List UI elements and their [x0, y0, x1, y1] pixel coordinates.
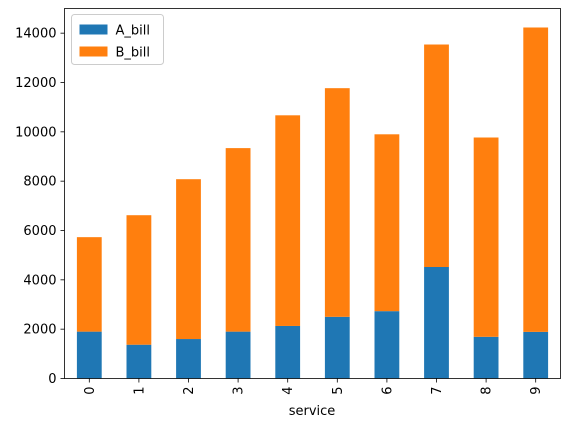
bars-layer	[76, 27, 549, 379]
x-tick-label: 0	[83, 387, 98, 395]
bar-B_bill-7	[424, 44, 449, 268]
bar-A_bill-7	[424, 267, 449, 379]
bar-B_bill-4	[275, 115, 301, 326]
bar-B_bill-3	[225, 148, 251, 332]
y-tick-label: 12000	[15, 76, 56, 91]
x-tick-label: 3	[232, 387, 247, 395]
bar-B_bill-0	[76, 237, 102, 332]
bar-A_bill-6	[374, 311, 400, 379]
legend-label-B_bill: B_bill	[116, 46, 151, 61]
y-tick-label: 6000	[23, 224, 56, 239]
bar-A_bill-8	[473, 336, 499, 379]
legend: A_bill B_bill	[71, 14, 164, 65]
x-tick-label: 5	[331, 387, 346, 395]
legend-swatch-A_bill	[79, 24, 108, 35]
x-tick-label: 1	[132, 387, 147, 395]
y-axis: 0 2000 4000 6000 8000 10000 12000 14000	[15, 27, 65, 387]
y-tick-label: 14000	[15, 27, 56, 42]
bar-B_bill-9	[523, 27, 549, 332]
bar-B_bill-6	[374, 134, 400, 312]
x-tick-label: 4	[281, 387, 296, 395]
bar-A_bill-5	[324, 316, 350, 379]
x-axis-label: service	[289, 404, 336, 419]
x-tick-label: 9	[529, 387, 544, 395]
x-axis: 0 1 2 3 4 5 6 7 8 9	[83, 378, 544, 395]
y-tick-label: 0	[48, 372, 56, 387]
bar-A_bill-0	[76, 331, 102, 379]
bar-A_bill-9	[523, 331, 549, 379]
y-tick-label: 4000	[23, 273, 56, 288]
legend-swatch-B_bill	[79, 46, 108, 57]
bar-A_bill-4	[275, 325, 301, 379]
bar-A_bill-3	[225, 331, 251, 379]
y-tick-label: 8000	[23, 175, 56, 190]
x-tick-label: 7	[430, 387, 445, 395]
legend-label-A_bill: A_bill	[116, 24, 150, 39]
x-tick-label: 6	[380, 387, 395, 395]
bar-A_bill-1	[126, 344, 152, 379]
bar-B_bill-5	[324, 88, 350, 317]
bar-A_bill-2	[176, 339, 201, 379]
bar-B_bill-1	[126, 215, 152, 345]
y-tick-label: 2000	[23, 323, 56, 338]
bar-B_bill-2	[176, 179, 201, 340]
x-tick-label: 2	[182, 387, 197, 395]
x-tick-label: 8	[480, 387, 495, 395]
axes-frame	[64, 8, 561, 379]
bar-B_bill-8	[473, 137, 499, 337]
y-tick-label: 10000	[15, 125, 56, 140]
